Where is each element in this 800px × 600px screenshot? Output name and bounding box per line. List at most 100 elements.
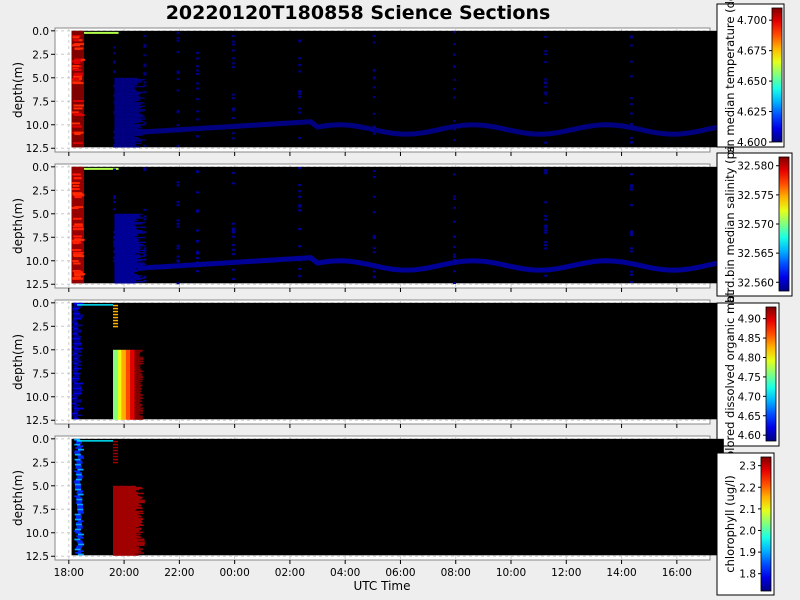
- profile-2-segment: [121, 397, 126, 399]
- profile-2-segment: [121, 409, 126, 411]
- sparse-profile-segment: [143, 84, 147, 87]
- profile-2-segment: [134, 361, 140, 364]
- profile-1-segment: [74, 400, 82, 403]
- profile-2-segment: [125, 386, 131, 389]
- sparse-profile-segment: [372, 251, 376, 254]
- profile-2-segment: [125, 417, 131, 419]
- profile-1-segment: [77, 553, 84, 556]
- profile-2-segment: [113, 353, 118, 356]
- profile-2-segment: [125, 375, 131, 378]
- sparse-profile-segment: [113, 256, 117, 259]
- sparse-profile-segment: [113, 61, 117, 64]
- sparse-profile-segment: [544, 169, 548, 172]
- profile-2-segment: [121, 378, 126, 381]
- profile-2-top-segment: [113, 319, 119, 322]
- sparse-profile-segment: [298, 111, 302, 114]
- sparse-profile-segment: [452, 43, 456, 46]
- profile-2-segment: [113, 488, 139, 491]
- y-axis-label: depth(m): [11, 470, 25, 526]
- profile-2-segment: [113, 531, 143, 533]
- profile-2-segment: [113, 351, 118, 354]
- sparse-profile-segment: [372, 211, 376, 214]
- profile-2-segment: [114, 138, 140, 140]
- profile-2-segment: [134, 411, 140, 413]
- sparse-profile-segment: [452, 235, 456, 238]
- profile-2-segment: [134, 380, 143, 383]
- profile-1-segment: [73, 342, 82, 345]
- profile-2-segment: [125, 397, 131, 399]
- profile-2-segment: [134, 353, 140, 356]
- profile-2-segment: [114, 143, 136, 146]
- profile-1-segment: [73, 334, 79, 337]
- profile-2-segment: [125, 371, 131, 374]
- sparse-profile-segment: [113, 71, 117, 74]
- sparse-profile-segment: [231, 109, 235, 112]
- profile-2-segment: [125, 350, 131, 353]
- sparse-profile-segment: [298, 195, 302, 198]
- profile-1-segment: [77, 512, 84, 514]
- profile-2-segment: [114, 280, 145, 283]
- profile-2-segment: [130, 404, 135, 406]
- profile-2-segment: [113, 381, 118, 384]
- profile-1-segment: [77, 508, 84, 511]
- profile-2-segment: [113, 551, 139, 553]
- profile-2-segment: [113, 352, 118, 355]
- profile-1-segment: [74, 470, 81, 473]
- profile-1-segment: [75, 502, 82, 504]
- x-tick-label: 10:00: [496, 567, 526, 579]
- profile-2-segment: [121, 413, 126, 415]
- profile-1-segment: [72, 402, 77, 405]
- sparse-profile-segment: [143, 45, 147, 48]
- profile-1-segment: [74, 485, 81, 488]
- profile-2-segment: [134, 417, 142, 419]
- profile-2-segment: [121, 387, 126, 390]
- sparse-profile-segment: [629, 75, 633, 78]
- profile-2-segment: [113, 365, 118, 368]
- profile-1-segment: [74, 450, 81, 453]
- profile-2-segment: [114, 133, 145, 135]
- profile-2-segment: [134, 406, 140, 408]
- profile-2-segment: [125, 414, 131, 416]
- profile-2-segment: [125, 364, 131, 367]
- sparse-profile-segment: [231, 231, 235, 234]
- x-tick-label: 14:00: [606, 567, 636, 579]
- profile-1-segment: [76, 460, 83, 463]
- sparse-profile-segment: [298, 107, 302, 110]
- profile-2-top-segment: [113, 316, 119, 319]
- sparse-profile-segment: [544, 244, 548, 247]
- profile-1-segment: [74, 480, 81, 483]
- profile-2-segment: [113, 519, 142, 522]
- sparse-profile-segment: [195, 170, 199, 173]
- sparse-profile-segment: [231, 235, 235, 238]
- profile-2-segment: [114, 217, 143, 219]
- profile-2-segment: [113, 505, 138, 508]
- y-tick-label: 10.0: [26, 256, 49, 268]
- profile-2-segment: [113, 405, 118, 407]
- profile-2-segment: [134, 393, 142, 395]
- profile-2-segment: [114, 236, 146, 239]
- profile-2-segment: [130, 414, 135, 416]
- sparse-profile-segment: [298, 39, 302, 42]
- profile-2-segment: [117, 374, 122, 377]
- profile-1-segment: [75, 551, 82, 554]
- profile-2-segment: [114, 109, 146, 111]
- profile-2-segment: [114, 261, 137, 263]
- profile-2-segment: [134, 418, 144, 420]
- profile-2-segment: [113, 530, 139, 532]
- profile-1-segment: [74, 347, 83, 350]
- profile-1-segment: [73, 142, 83, 145]
- profile-2-segment: [114, 235, 135, 238]
- profile-2-segment: [125, 385, 131, 388]
- profile-1-segment: [72, 379, 80, 382]
- profile-2-segment: [113, 545, 137, 547]
- profile-1-segment: [77, 490, 84, 493]
- sparse-profile-segment: [629, 36, 633, 39]
- profile-2-segment: [130, 369, 135, 372]
- profile-2-segment: [130, 387, 135, 390]
- sparse-profile-segment: [176, 260, 180, 263]
- profile-2-segment: [130, 364, 135, 367]
- profile-2-segment: [125, 363, 131, 366]
- profile-2-segment: [130, 351, 135, 354]
- profile-2-segment: [114, 128, 143, 131]
- profile-2-segment: [130, 381, 135, 384]
